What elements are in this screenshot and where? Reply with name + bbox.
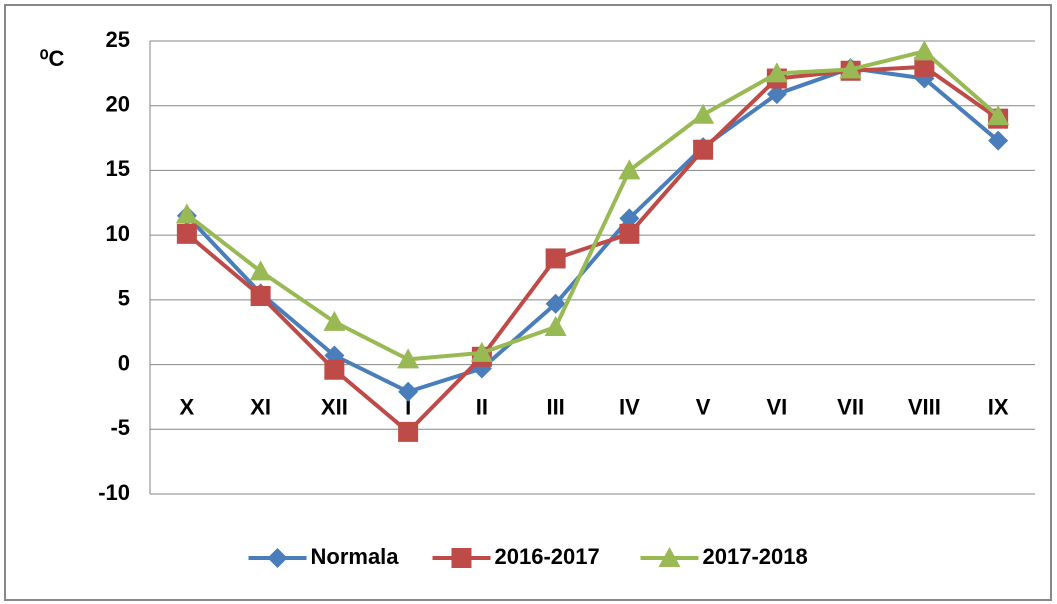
chart-frame (4, 4, 1052, 601)
legend-label: 2016-2017 (495, 544, 600, 569)
y-tick-label: 0 (118, 350, 130, 375)
marker (250, 285, 271, 306)
x-tick-label: IV (619, 394, 640, 419)
legend-label: 2017-2018 (703, 544, 808, 569)
x-tick-label: II (476, 394, 488, 419)
x-tick-label: V (696, 394, 711, 419)
marker (176, 223, 197, 244)
marker (692, 103, 715, 124)
marker (323, 310, 346, 331)
marker (324, 359, 345, 380)
marker (618, 159, 641, 180)
marker (451, 548, 472, 568)
marker (267, 548, 288, 568)
marker (658, 547, 681, 567)
marker (913, 40, 936, 61)
marker (914, 56, 935, 77)
marker (544, 316, 567, 337)
x-tick-label: X (180, 394, 195, 419)
marker (398, 381, 419, 402)
marker (766, 84, 787, 105)
marker (398, 421, 419, 442)
marker (249, 260, 272, 281)
y-tick-label: -5 (110, 415, 130, 440)
legend-label: Normala (311, 544, 400, 569)
x-tick-label: VI (766, 394, 787, 419)
y-tick-label: 5 (118, 286, 130, 311)
marker (693, 139, 714, 160)
marker (988, 130, 1009, 151)
marker (765, 62, 788, 83)
y-tick-label: 15 (106, 156, 130, 181)
marker (619, 223, 640, 244)
marker (545, 248, 566, 269)
x-tick-label: XI (250, 394, 271, 419)
x-tick-label: VIII (908, 394, 941, 419)
y-tick-label: 10 (106, 221, 130, 246)
y-tick-label: -10 (98, 480, 130, 505)
marker (175, 203, 198, 224)
y-axis-label: ⁰C (40, 46, 65, 71)
x-tick-label: I (405, 394, 411, 419)
marker (470, 341, 493, 362)
x-tick-label: III (546, 394, 564, 419)
marker (397, 348, 420, 369)
x-tick-label: VII (837, 394, 864, 419)
marker (839, 58, 862, 79)
x-tick-label: XII (321, 394, 348, 419)
series-line (185, 49, 1000, 362)
y-tick-label: 25 (106, 27, 130, 52)
y-tick-label: 20 (106, 92, 130, 117)
marker (545, 293, 566, 314)
x-tick-label: IX (988, 394, 1009, 419)
marker (619, 208, 640, 229)
marker (987, 105, 1010, 126)
